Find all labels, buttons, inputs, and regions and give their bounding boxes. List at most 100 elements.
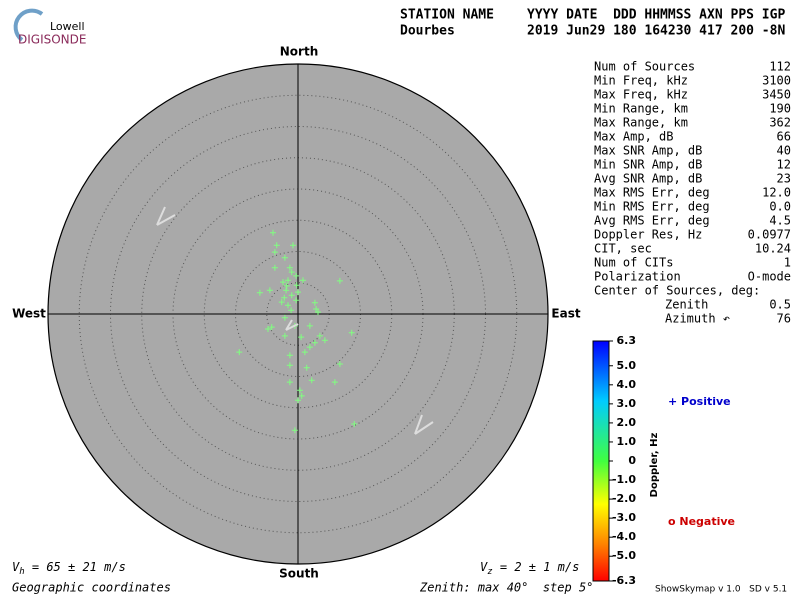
source-point (236, 349, 243, 356)
vz-label: Vz = 2 ± 1 m/s (480, 560, 579, 577)
source-point (296, 387, 303, 394)
stat-value: 3100 (762, 74, 791, 88)
source-point (298, 334, 305, 341)
stat-label: Max Freq, kHz (594, 88, 688, 102)
stat-label: Num of CITs (594, 256, 673, 270)
center-label: Zenith (665, 298, 708, 312)
source-point (290, 242, 296, 249)
colorbar-tick-label: 0 (628, 454, 636, 467)
header-value: 2019 Jun29 180 164230 417 200 -8N (527, 24, 785, 39)
north-label: North (280, 45, 318, 59)
plot (47, 63, 549, 565)
source-point (313, 306, 320, 312)
logo-line1: Lowell (50, 20, 85, 33)
center-value: 0.5 (769, 298, 791, 312)
colorbar-tick-label: 6.3 (617, 334, 637, 347)
source-point (285, 277, 291, 284)
colorbar-tick-label: 5.0 (617, 359, 637, 372)
source-point (293, 272, 300, 279)
source-point (286, 264, 293, 271)
source-point (300, 277, 306, 284)
colorbar-tick-label: 2.0 (617, 416, 637, 429)
source-point (281, 314, 288, 321)
source-point (268, 324, 275, 331)
source-point (280, 279, 286, 286)
source-point (288, 307, 295, 314)
colorbar (592, 340, 610, 582)
source-point (295, 397, 301, 404)
vh-text: = 65 ± 21 m/s (25, 560, 126, 574)
logo-swoosh (13, 8, 44, 42)
colorbar-tick-label: 4.0 (617, 378, 637, 391)
source-point (306, 344, 313, 351)
source-point (331, 379, 338, 386)
stat-value: 12.0 (762, 186, 791, 200)
source-point (303, 364, 310, 371)
source-point (321, 337, 328, 344)
colorbar-tick-label: 3.0 (617, 397, 637, 410)
source-point (308, 377, 315, 384)
source-point (285, 302, 291, 309)
source-point (271, 249, 278, 256)
velocity-arrow (156, 206, 434, 435)
source-point (295, 289, 301, 296)
stat-value: 40 (777, 144, 791, 158)
source-point (316, 332, 323, 339)
stat-label: Avg SNR Amp, dB (594, 172, 702, 186)
west-label: West (12, 307, 46, 321)
source-point (281, 294, 288, 301)
stat-value: 190 (769, 102, 791, 116)
vz-symbol: V (480, 560, 488, 574)
east-label: East (551, 307, 580, 321)
vz-sub: z (487, 567, 492, 577)
source-point (265, 326, 271, 332)
source-point (281, 254, 288, 261)
stat-value: 12 (777, 158, 791, 172)
stat-value: 66 (777, 130, 791, 144)
header-label: YYYY DATE DDD HHMMSS AXN PPS IGP (527, 8, 785, 23)
stat-label: Max Amp, dB (594, 130, 673, 144)
source-point (306, 322, 313, 329)
stat-label: Doppler Res, Hz (594, 228, 702, 242)
source-point (351, 421, 358, 427)
stat-label: Max RMS Err, deg (594, 186, 710, 200)
zenith-note: Zenith: max 40° step 5° (419, 581, 593, 595)
source-point (336, 277, 343, 284)
colorbar-tick-label: 1.0 (617, 435, 637, 448)
source-point (286, 379, 293, 386)
center-label: Azimuth ↶ (665, 312, 730, 326)
stat-label: Min SNR Amp, dB (594, 158, 702, 172)
stat-label: Min RMS Err, deg (594, 200, 710, 214)
source-point (298, 392, 305, 399)
stat-value: 10.24 (755, 242, 791, 256)
colorbar-tick-label: -6.3 (612, 574, 636, 587)
logo-line2: DIGISONDE (18, 33, 86, 47)
colorbar-tick-label: -4.0 (612, 530, 636, 543)
source-point (283, 282, 290, 289)
source-point (288, 269, 295, 276)
vz-text: = 2 ± 1 m/s (493, 560, 580, 574)
header-value: Dourbes (400, 24, 455, 39)
source-point (301, 349, 308, 356)
stat-value: 112 (769, 60, 791, 74)
legend-positive: + Positive (668, 395, 731, 408)
footer-version: ShowSkymap v 1.0 SD v 5.1 (655, 585, 787, 595)
stat-label: Max SNR Amp, dB (594, 144, 702, 158)
colorbar-tick-label: -3.0 (612, 511, 636, 524)
vh-label: Vh = 65 ± 21 m/s (12, 560, 126, 577)
colorbar-tick-label: -1.0 (612, 473, 636, 486)
source-point (291, 427, 298, 434)
source-point (348, 329, 355, 336)
source-point (286, 352, 293, 359)
source-point (293, 282, 300, 289)
legend-negative: o Negative (668, 515, 735, 528)
center-title: Center of Sources, deg: (594, 284, 760, 298)
source-point (311, 339, 318, 346)
vh-sub: h (19, 567, 24, 577)
stat-value: 0.0 (769, 200, 791, 214)
stat-label: Min Freq, kHz (594, 74, 688, 88)
source-point (256, 289, 263, 296)
stat-value: 0.0977 (748, 228, 791, 242)
source-point (278, 299, 285, 306)
